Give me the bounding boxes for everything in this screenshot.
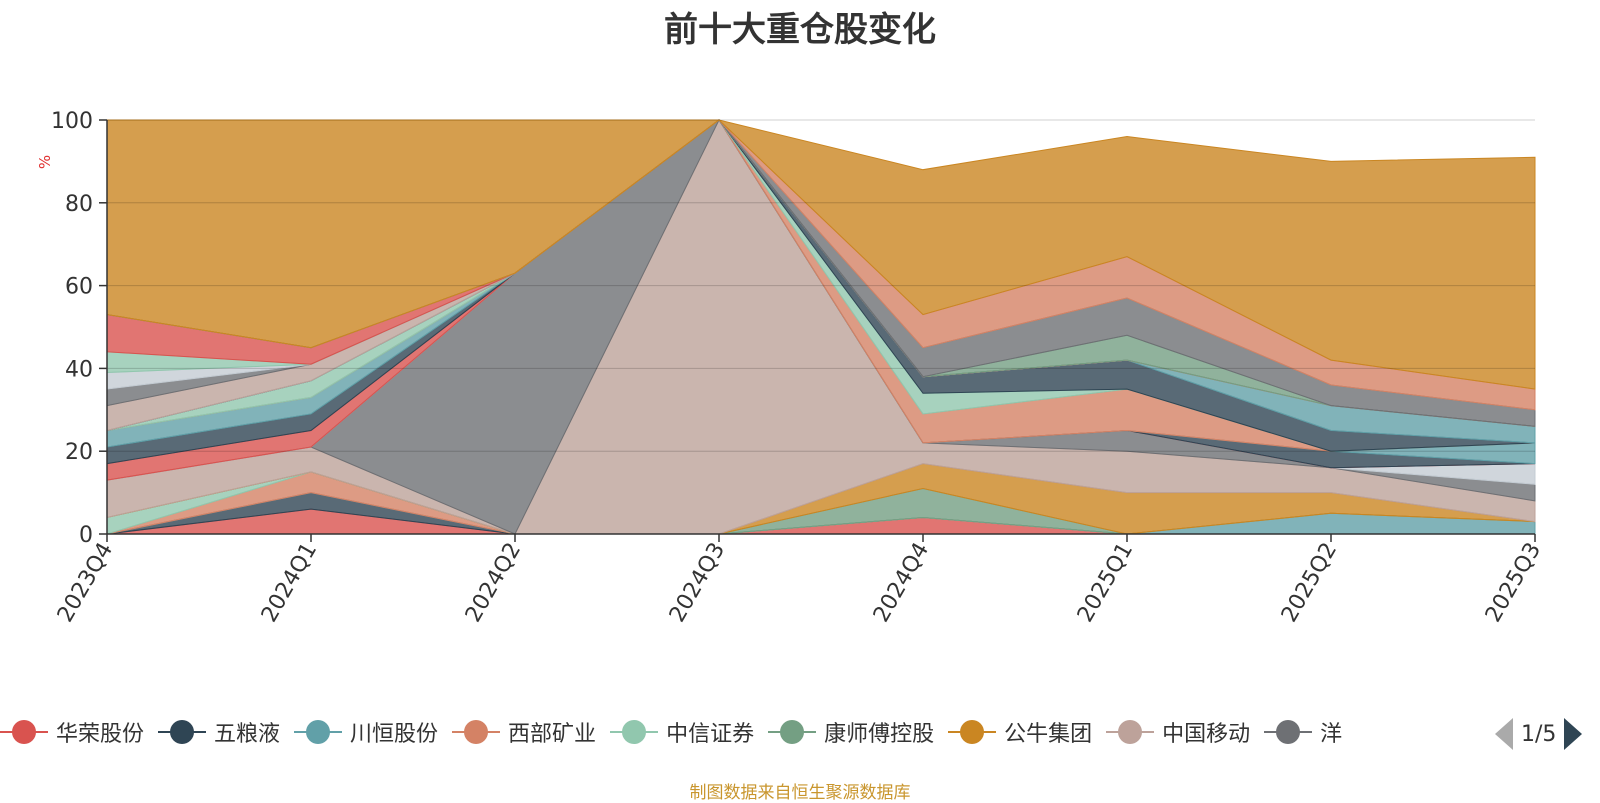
x-tick-label: 2024Q3 <box>665 539 730 627</box>
area-layer <box>106 118 1536 535</box>
legend-item[interactable]: 川恒股份 <box>294 712 438 752</box>
gridline-layer <box>107 119 1535 452</box>
legend-item[interactable]: 西部矿业 <box>452 712 596 752</box>
legend-item[interactable]: 康师傅控股 <box>768 712 934 752</box>
legend-label: 西部矿业 <box>508 722 597 747</box>
x-tick-label: 2024Q4 <box>869 539 934 627</box>
y-tick-label: 100 <box>51 109 93 134</box>
legend-item[interactable]: 华荣股份 <box>0 712 144 752</box>
legend-item[interactable]: 公牛集团 <box>948 712 1092 752</box>
legend-marker-icon <box>294 720 343 744</box>
legend-label: 洋 <box>1320 722 1343 747</box>
legend-marker-icon <box>0 720 48 744</box>
y-tick-label: 80 <box>65 192 93 217</box>
legend-pager: 1/5 <box>1495 716 1583 752</box>
legend-prev-arrow-icon[interactable] <box>1495 718 1513 750</box>
y-axis-label: % <box>36 155 54 169</box>
legend-label: 公牛集团 <box>1004 722 1093 747</box>
legend-next-arrow-icon[interactable] <box>1564 718 1583 750</box>
legend-label: 华荣股份 <box>56 722 145 747</box>
area-series-26[interactable] <box>106 119 1536 390</box>
x-tick-label: 2024Q2 <box>461 539 526 627</box>
legend-marker-icon <box>1106 720 1155 744</box>
legend-label: 川恒股份 <box>350 722 439 747</box>
legend-item[interactable]: 中信证券 <box>610 712 754 752</box>
legend-marker-icon <box>1264 720 1313 744</box>
legend-item[interactable]: 五粮液 <box>158 712 280 752</box>
legend-marker-icon <box>452 720 501 744</box>
x-tick-label: 2023Q4 <box>53 539 118 627</box>
legend-marker-icon <box>610 720 659 744</box>
legend-label: 五粮液 <box>214 722 281 747</box>
legend-label: 康师傅控股 <box>824 722 935 747</box>
y-tick-label: 20 <box>65 440 93 465</box>
stacked-area-chart: 0 20 40 60 80 100% 2023Q4 2024Q1 2024Q2 2024Q3 202… <box>36 109 1546 627</box>
legend-item[interactable]: 中国移动 <box>1106 712 1250 752</box>
legend-marker-icon <box>948 720 997 744</box>
legend: 华荣股份 五粮液 川恒股份 西部矿业 中信证券 康师傅控股 公牛集团 中国移动 洋 <box>0 712 1480 752</box>
legend-page-indicator: 1/5 <box>1521 721 1557 747</box>
chart-title: 前十大重仓股变化 <box>664 10 936 50</box>
y-tick-label: 0 <box>79 523 93 548</box>
x-tick-label: 2024Q1 <box>257 539 322 627</box>
legend-label: 中国移动 <box>1162 722 1251 747</box>
legend-item[interactable]: 洋 <box>1264 712 1342 752</box>
x-tick-label: 2025Q1 <box>1073 539 1138 627</box>
legend-marker-icon <box>768 720 817 744</box>
x-tick-label: 2025Q3 <box>1481 539 1546 627</box>
legend-label: 中信证券 <box>666 722 755 747</box>
legend-marker-icon <box>158 720 207 744</box>
x-tick-label: 2025Q2 <box>1277 539 1342 627</box>
source-note: 制图数据来自恒生聚源数据库 <box>689 783 911 803</box>
y-tick-label: 60 <box>65 275 93 300</box>
y-tick-label: 40 <box>65 357 93 382</box>
